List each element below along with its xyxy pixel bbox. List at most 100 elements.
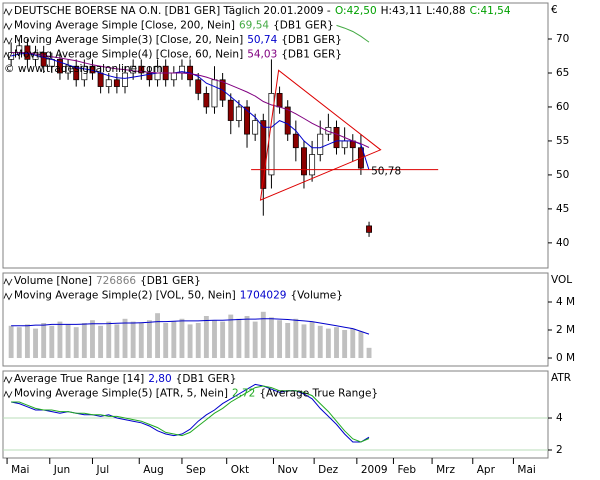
legend-entry: Moving Average Simple(5) [ATR, 5, Nein] 2…	[14, 388, 378, 400]
candle-body	[292, 133, 299, 149]
candle-body	[244, 106, 250, 135]
y-tick-label: 55	[556, 135, 569, 147]
volume-bar	[81, 323, 87, 359]
x-tick-label: Mai	[517, 464, 535, 476]
y-tick-label: 70	[556, 33, 569, 45]
candle-body	[73, 65, 80, 81]
legend-icon	[3, 37, 13, 45]
x-tick-label: Nov	[277, 464, 298, 476]
volume-bar	[155, 313, 160, 359]
volume-bar	[309, 321, 315, 359]
y-tick-label: 50	[556, 169, 569, 181]
candle-body	[252, 120, 259, 135]
legend-value: 50,74	[247, 34, 277, 46]
volume-bar	[244, 315, 250, 359]
y-tick-label: 45	[556, 203, 569, 215]
axis-label: VOL	[551, 274, 572, 286]
candle-body	[113, 79, 120, 87]
legend-entry: Moving Average Simple(4) [Close, 60, Nei…	[14, 49, 342, 61]
legend-name: Average True Range [14]	[14, 373, 144, 385]
x-tick-label: Jul	[95, 464, 109, 476]
legend-tag: {Volume}	[290, 290, 342, 302]
volume-bar	[122, 318, 128, 359]
volume-bar	[260, 311, 266, 359]
volume-bar	[98, 325, 104, 359]
x-tick-label: Mrz	[436, 464, 455, 476]
legend-value: 726866	[96, 275, 136, 287]
volume-bar	[285, 323, 291, 359]
volume-bar	[203, 315, 209, 359]
volume-bar	[179, 318, 185, 359]
volume-bar	[57, 321, 63, 359]
legend-entry: Moving Average Simple(2) [VOL, 50, Nein]…	[14, 290, 343, 302]
legend-entry: Moving Average Simple(3) [Close, 20, Nei…	[14, 34, 342, 46]
legend-value: 1704029	[240, 290, 287, 302]
candle-body	[97, 72, 104, 87]
candle-body	[268, 93, 275, 176]
volume-bar	[325, 328, 331, 359]
line-label: 50,78	[371, 166, 401, 178]
volume-bar	[41, 323, 47, 359]
volume-bar	[342, 330, 348, 359]
legend-icon	[3, 22, 13, 31]
candle-body	[65, 65, 72, 74]
volume-bar	[16, 327, 22, 359]
volume-bar	[138, 323, 144, 359]
legend-icon	[3, 51, 13, 60]
legend-entry: DEUTSCHE BOERSE NA O.N. [DB1 GER] Täglic…	[14, 5, 511, 17]
volume-bar	[8, 325, 14, 359]
candle-body	[138, 65, 145, 74]
legend-entry: Volume [None] 726866 {DB1 GER}	[14, 275, 201, 287]
x-tick-label: Sep	[186, 464, 206, 476]
volume-bar	[366, 347, 372, 359]
volume-bar	[334, 327, 339, 359]
candle-body	[130, 65, 137, 74]
candle-body	[81, 65, 88, 81]
axis-label: €	[551, 4, 558, 16]
plot-area	[11, 383, 370, 443]
volume-bar	[195, 323, 201, 359]
volume-bar	[358, 331, 364, 359]
candle-body	[317, 133, 324, 155]
indicator-line	[336, 24, 370, 43]
indicator-line	[11, 385, 370, 443]
legend-value: 2,80	[148, 373, 171, 385]
x-tick-label: Apr	[477, 464, 496, 476]
candle-body	[276, 93, 283, 108]
candle-body	[56, 59, 63, 74]
legend-name: DEUTSCHE BOERSE NA O.N. [DB1 GER] Täglic…	[14, 5, 331, 17]
x-tick-label: Mai	[11, 464, 29, 476]
plot-area	[8, 311, 372, 359]
candle-body	[260, 120, 267, 189]
y-tick-label: 2 M	[556, 324, 575, 336]
legend-entry: Moving Average Simple [Close, 200, Nein]…	[14, 20, 334, 32]
legend-value: 54,03	[247, 49, 277, 61]
volume-bar	[130, 321, 136, 359]
indicator-line	[10, 52, 370, 171]
candle-body	[122, 72, 128, 87]
y-tick-label: 65	[556, 67, 569, 79]
candle-body	[309, 154, 316, 176]
volume-bar	[236, 318, 242, 359]
volume-bar	[220, 321, 226, 359]
legend-icon	[3, 8, 13, 16]
volume-bar	[90, 320, 95, 359]
legend-entry: Average True Range [14] 2,80 {DB1 GER}	[14, 373, 236, 385]
volume-bar	[65, 324, 71, 359]
legend-value: 2,72	[232, 388, 255, 400]
legend-tag: {DB1 GER}	[176, 373, 237, 385]
y-tick-label: 40	[556, 237, 569, 249]
volume-bar	[212, 320, 217, 359]
ohlc-value: H:43,11	[381, 5, 423, 17]
y-tick-label: 4	[556, 412, 563, 424]
indicator-line	[11, 318, 370, 335]
y-tick-label: 2	[556, 444, 563, 456]
candle-body	[105, 79, 112, 87]
candle-body	[146, 72, 153, 81]
candle-body	[40, 52, 47, 67]
volume-bar	[24, 324, 30, 359]
candle-body	[333, 126, 340, 149]
legend-name: Moving Average Simple(4) [Close, 60, Nei…	[14, 49, 243, 61]
volume-bar	[350, 328, 356, 359]
